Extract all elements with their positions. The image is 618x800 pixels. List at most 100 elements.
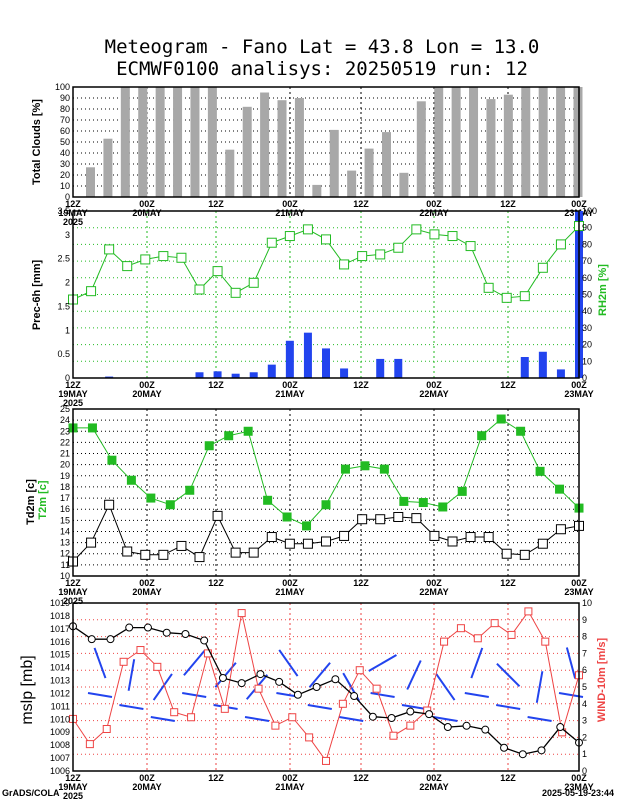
y-tick-label: 3.5 bbox=[57, 206, 70, 216]
y-tick-label: 1007 bbox=[50, 753, 70, 763]
x-tick-year: 2025 bbox=[63, 398, 83, 408]
wind-point bbox=[322, 756, 330, 765]
mslp-point bbox=[106, 635, 115, 644]
clouds-panel: 010203040506070809010012Z19MAY00Z20MAY12… bbox=[31, 82, 594, 227]
x-tick-year: 2025 bbox=[63, 791, 83, 800]
rh-point bbox=[339, 259, 350, 270]
y-tick-label: 1016 bbox=[50, 637, 70, 647]
td2m-point bbox=[339, 530, 350, 541]
wind-point bbox=[490, 619, 499, 628]
wind-point bbox=[456, 624, 465, 633]
rh-point bbox=[411, 224, 422, 235]
rh-point bbox=[230, 287, 241, 298]
rh-point bbox=[122, 261, 133, 272]
t2m-point bbox=[224, 431, 234, 441]
y-tick-label: 1018 bbox=[50, 611, 70, 621]
title-line-1: Meteogram - Fano Lat = 43.8 Lon = 13.0 bbox=[105, 36, 540, 58]
t2m-point bbox=[146, 493, 156, 503]
x-tick-date: 19MAY bbox=[58, 587, 87, 597]
wind-barb bbox=[435, 673, 456, 701]
mslp-point bbox=[87, 635, 96, 644]
y-tick-label: 2 bbox=[582, 732, 587, 742]
wind-barb bbox=[527, 716, 552, 722]
cloud-bar bbox=[294, 98, 304, 197]
wind-point bbox=[271, 721, 280, 730]
y-tick-label: 3 bbox=[65, 230, 70, 240]
cloud-bar bbox=[155, 87, 165, 197]
rh-point bbox=[158, 251, 169, 262]
cloud-bar bbox=[173, 87, 183, 197]
x-tick-hour: 00Z bbox=[426, 578, 442, 588]
mslp-point bbox=[162, 628, 171, 637]
y-tick-label: 1019 bbox=[50, 598, 70, 608]
wind-barb bbox=[370, 692, 395, 698]
td2m-point bbox=[122, 546, 133, 557]
wind-point bbox=[372, 684, 381, 693]
x-tick-hour: 12Z bbox=[208, 380, 224, 390]
cloud-bar bbox=[260, 92, 270, 197]
mslp-point bbox=[143, 623, 152, 632]
y-tick-label: 1010 bbox=[50, 714, 70, 724]
wind-point bbox=[153, 662, 162, 671]
cloud-bar bbox=[381, 132, 391, 197]
y-tick-label: 14 bbox=[60, 526, 70, 536]
wind-barb bbox=[401, 704, 427, 710]
t2m-point bbox=[87, 423, 97, 433]
t2m-point bbox=[516, 426, 526, 436]
mslp-point bbox=[312, 683, 321, 691]
mslp-point bbox=[518, 750, 527, 759]
precip-bar bbox=[376, 358, 385, 378]
t2m-point bbox=[302, 521, 312, 531]
y-tick-label: 1011 bbox=[51, 701, 70, 711]
y-tick-label: 10 bbox=[60, 571, 70, 581]
y-tick-label: 30 bbox=[60, 159, 70, 169]
cloud-bar bbox=[364, 148, 374, 197]
rh-point bbox=[248, 277, 259, 288]
mslp-point bbox=[443, 723, 452, 732]
x-tick-date: 23MAY bbox=[564, 587, 593, 597]
t2m-point bbox=[477, 431, 487, 441]
y-tick-label: 0 bbox=[582, 766, 587, 776]
wind-barb bbox=[308, 662, 331, 688]
precip-bar bbox=[538, 351, 547, 378]
rh-point bbox=[104, 244, 115, 255]
wind-point bbox=[507, 630, 516, 639]
cloud-bar bbox=[521, 87, 531, 197]
x-tick-hour: 00Z bbox=[139, 380, 155, 390]
y-tick-label: 4 bbox=[582, 699, 587, 709]
x-tick-hour: 12Z bbox=[353, 773, 369, 783]
x-tick-date: 23MAY bbox=[564, 782, 593, 792]
x-tick-hour: 00Z bbox=[571, 773, 587, 783]
mslp-line bbox=[72, 625, 580, 755]
y-tick-label: 9 bbox=[582, 615, 587, 625]
y-tick-label: 1015 bbox=[50, 650, 70, 660]
wind-point bbox=[136, 646, 145, 655]
td2m-point bbox=[158, 549, 169, 560]
y-tick-label: 1 bbox=[582, 749, 587, 759]
wind-point bbox=[406, 721, 415, 730]
td2m-point bbox=[248, 547, 259, 558]
mslp-point bbox=[537, 746, 546, 755]
y-tick-label: 100 bbox=[582, 206, 597, 216]
y-tick-label: 13 bbox=[60, 538, 70, 548]
rh-point bbox=[537, 262, 548, 273]
y-tick-label: 19 bbox=[60, 471, 70, 481]
y-axis-label: Td2m [c] bbox=[25, 479, 37, 525]
y-axis-label: T2m [c] bbox=[37, 480, 49, 519]
cloud-bar bbox=[451, 87, 461, 197]
precip-bar bbox=[340, 368, 349, 378]
td2m-point bbox=[284, 538, 295, 549]
y-tick-label: 17 bbox=[60, 493, 70, 503]
mslp-point bbox=[218, 673, 227, 682]
mslp-point bbox=[200, 636, 209, 645]
x-tick-hour: 00Z bbox=[426, 773, 442, 783]
td2m-point bbox=[519, 549, 530, 560]
y-tick-label: 5 bbox=[582, 682, 587, 692]
wind-barb bbox=[406, 660, 422, 690]
x-tick-date: 19MAY bbox=[58, 782, 87, 792]
t2m-point bbox=[107, 455, 117, 465]
t2m-point bbox=[126, 475, 136, 485]
wind-barb bbox=[182, 692, 207, 698]
y-tick-label: 8 bbox=[582, 632, 587, 642]
mslp-point bbox=[237, 679, 246, 688]
